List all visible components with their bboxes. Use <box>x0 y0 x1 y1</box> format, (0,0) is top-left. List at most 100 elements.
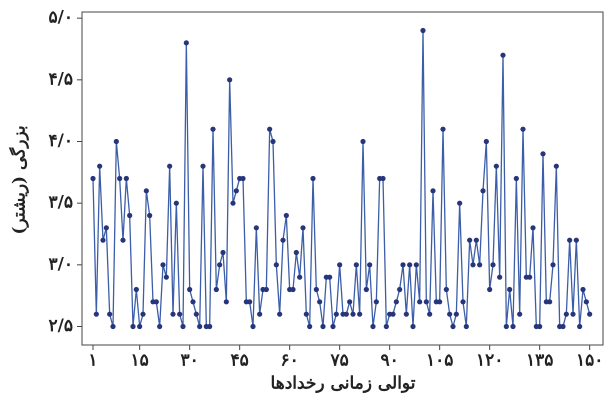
data-point <box>393 299 399 305</box>
data-point <box>580 286 586 293</box>
y-tick-label: ۳/۵ <box>49 193 73 213</box>
data-point <box>337 262 343 268</box>
x-tick-label: ۱ <box>88 351 97 371</box>
data-point <box>507 286 513 293</box>
data-point <box>480 188 486 194</box>
series-line <box>92 30 591 329</box>
data-point <box>137 323 143 330</box>
data-point <box>447 311 453 317</box>
data-point <box>270 138 276 145</box>
data-point <box>333 311 339 317</box>
x-axis-label: توالی زمانی رخدادها <box>271 374 416 394</box>
x-tick-label: ۴۵ <box>231 351 249 371</box>
data-point <box>403 311 409 317</box>
data-point <box>90 175 96 182</box>
data-point <box>290 286 296 293</box>
data-point <box>560 323 566 330</box>
data-point <box>120 237 126 243</box>
data-point <box>110 323 116 330</box>
x-tick-label: ۱۵ <box>131 351 149 371</box>
data-point <box>440 126 446 132</box>
data-point <box>550 262 556 268</box>
data-point <box>257 311 263 317</box>
data-point <box>230 200 236 206</box>
data-point <box>173 200 179 206</box>
data-point <box>570 311 576 317</box>
data-point <box>423 299 429 305</box>
data-point <box>193 311 199 317</box>
data-point <box>160 262 166 268</box>
data-point <box>100 237 106 243</box>
data-point <box>200 163 206 169</box>
data-point <box>157 323 163 330</box>
data-point <box>450 323 456 330</box>
x-tick-label: ۳۰ <box>181 351 199 371</box>
data-point <box>163 274 169 280</box>
data-point <box>460 299 466 305</box>
data-point <box>427 311 433 317</box>
data-point <box>380 175 386 182</box>
data-point <box>573 237 579 243</box>
data-point <box>547 299 553 305</box>
x-tick-label: ۱۲۰ <box>476 351 503 371</box>
y-tick-label: ۴/۵ <box>49 69 73 89</box>
data-point <box>413 262 419 268</box>
data-point <box>250 323 256 330</box>
data-point <box>303 311 309 317</box>
data-point <box>530 225 536 231</box>
data-point <box>273 262 279 268</box>
data-point <box>300 225 306 231</box>
data-point <box>190 299 196 305</box>
data-point <box>253 225 259 231</box>
data-point <box>540 151 546 157</box>
y-tick-label: ۳/۰ <box>49 254 73 274</box>
data-point <box>497 274 503 280</box>
data-point <box>113 138 119 145</box>
data-point <box>283 212 289 219</box>
data-point <box>123 175 129 182</box>
data-point <box>490 262 496 268</box>
data-point <box>503 323 509 330</box>
data-point <box>367 262 373 268</box>
data-point <box>470 262 476 268</box>
x-tick-label: ۶۰ <box>281 351 299 371</box>
data-point <box>363 286 369 293</box>
x-tick-label: ۱۵۰ <box>576 351 603 371</box>
data-point <box>240 175 246 182</box>
data-point <box>577 323 583 330</box>
data-point <box>437 299 443 305</box>
data-point <box>227 77 233 83</box>
data-point <box>510 323 516 330</box>
data-point <box>180 323 186 330</box>
data-point <box>280 237 286 243</box>
data-point <box>117 175 123 182</box>
data-point <box>390 311 396 317</box>
data-point <box>217 262 223 268</box>
data-point <box>170 311 176 317</box>
data-point <box>277 311 283 317</box>
data-point <box>473 237 479 243</box>
data-point <box>293 249 299 256</box>
data-point <box>220 249 226 256</box>
y-tick-label: ۵/۰ <box>49 8 73 28</box>
data-point <box>307 323 313 330</box>
data-point <box>213 286 219 293</box>
data-point <box>313 286 319 293</box>
data-point <box>210 126 216 132</box>
y-tick-label: ۲/۵ <box>49 316 73 336</box>
data-point <box>383 323 389 330</box>
data-point <box>93 311 99 317</box>
data-point <box>153 299 159 305</box>
x-tick-label: ۹۰ <box>381 351 399 371</box>
data-point <box>263 286 269 293</box>
data-point <box>320 323 326 330</box>
data-point <box>233 188 239 194</box>
data-point <box>343 311 349 317</box>
data-point <box>177 311 183 317</box>
data-point <box>373 299 379 305</box>
data-point <box>417 299 423 305</box>
y-axis-label: بزرگی (ریشتر) <box>9 125 30 234</box>
data-point <box>443 286 449 293</box>
data-point <box>107 311 113 317</box>
data-point <box>267 126 273 132</box>
